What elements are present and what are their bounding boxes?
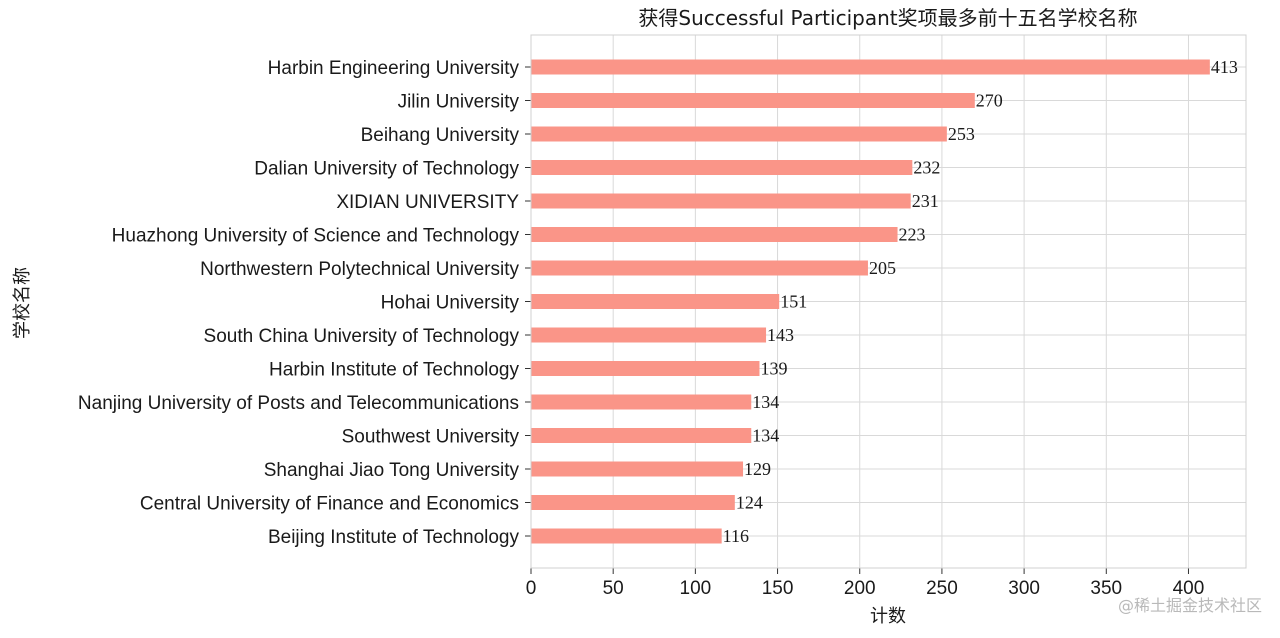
category-label: Jilin University (398, 92, 520, 113)
value-label: 151 (780, 292, 807, 312)
value-label: 232 (913, 158, 940, 178)
bar (531, 59, 1210, 75)
category-label: South China University of Technology (204, 326, 520, 347)
value-label: 143 (767, 325, 794, 345)
label-layer: 0 50 100 150 200 250 300 350 400 Harbin Engineeri… (78, 57, 1238, 599)
category-label: Nanjing University of Posts and Telecomm… (78, 393, 519, 414)
category-label: Southwest University (342, 427, 520, 448)
category-label: Beijing Institute of Technology (268, 527, 520, 548)
value-label: 223 (899, 225, 926, 245)
category-label: Harbin Institute of Technology (269, 360, 519, 381)
bar (531, 160, 913, 175)
category-label: Hohai University (381, 293, 520, 314)
bar (531, 260, 868, 276)
value-label: 139 (760, 359, 787, 379)
value-label: 129 (744, 459, 771, 479)
bar (531, 361, 760, 376)
x-tick-label: 0 (526, 578, 537, 599)
bar (531, 126, 947, 142)
bar (531, 294, 780, 309)
watermark-text: @稀土掘金技术社区 (1118, 596, 1262, 615)
x-axis-title: 计数 (870, 606, 906, 627)
chart-title: 获得Successful Participant奖项最多前十五名学校名称 (638, 6, 1137, 30)
x-tick-label: 150 (762, 578, 794, 599)
y-axis-title: 学校名称 (12, 267, 33, 339)
value-label: 231 (912, 191, 939, 211)
value-label: 134 (752, 392, 779, 412)
category-label: Harbin Engineering University (268, 58, 520, 79)
category-label: Central University of Finance and Econom… (140, 494, 519, 515)
bar (531, 394, 752, 410)
category-label: Beihang University (361, 125, 520, 146)
bar (531, 327, 767, 343)
bar (531, 227, 898, 242)
x-tick-label: 200 (844, 578, 876, 599)
value-label: 205 (869, 258, 896, 278)
value-label: 116 (723, 526, 749, 546)
category-label: Dalian University of Technology (254, 159, 519, 180)
bar (531, 495, 735, 510)
bar (531, 93, 975, 108)
bar (531, 193, 911, 209)
category-label: Northwestern Polytechnical University (200, 259, 519, 280)
value-label: 270 (976, 91, 1003, 111)
category-label: Huazhong University of Science and Techn… (112, 226, 520, 247)
x-tick-label: 250 (926, 578, 958, 599)
value-label: 253 (948, 124, 975, 144)
x-tick-label: 100 (680, 578, 712, 599)
plot-frame (530, 34, 1247, 569)
bar (531, 528, 722, 544)
x-tick-label: 400 (1173, 578, 1205, 599)
bar (531, 461, 744, 477)
bar (531, 428, 752, 443)
category-label: Shanghai Jiao Tong University (264, 460, 520, 481)
category-label: XIDIAN UNIVERSITY (336, 192, 519, 213)
x-tick-label: 350 (1090, 578, 1122, 599)
value-label: 134 (752, 426, 779, 446)
bar-layer (531, 59, 1210, 544)
x-tick-label: 300 (1008, 578, 1040, 599)
value-label: 413 (1211, 57, 1238, 77)
value-label: 124 (736, 493, 763, 513)
x-tick-label: 50 (603, 578, 624, 599)
